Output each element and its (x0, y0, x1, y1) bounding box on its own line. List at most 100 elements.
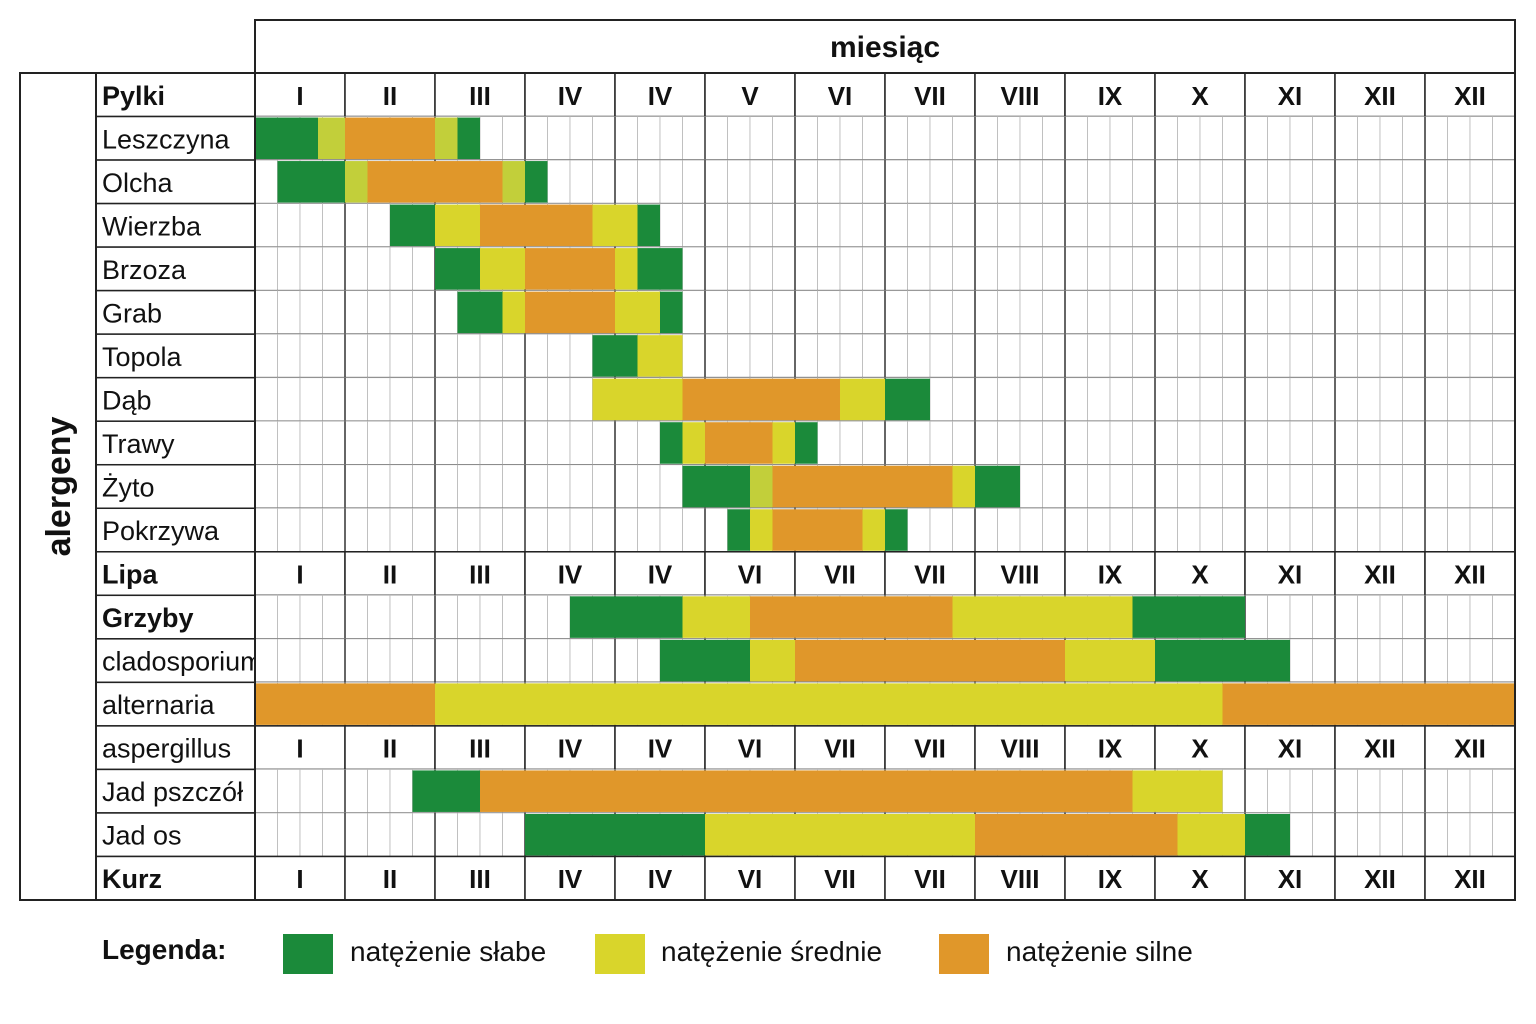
bar-wierzba-3 (592, 204, 638, 247)
grid-cell (1424, 812, 1448, 857)
row-label-13: cladosporium (102, 647, 263, 677)
grid-cell (524, 507, 548, 553)
grid-cell (299, 812, 323, 857)
grid-cell (1109, 116, 1133, 161)
grid-cell (277, 203, 301, 248)
grid-cell (344, 246, 368, 292)
bar-cladosporium-4 (1155, 639, 1290, 682)
grid-cell (929, 203, 953, 248)
grid-cell (322, 507, 346, 553)
grid-cell (412, 464, 436, 509)
month-header-cell (884, 72, 976, 118)
grid-cell (412, 594, 436, 640)
grid-cell (772, 159, 796, 204)
grid-cell (1132, 333, 1156, 379)
grid-cell (457, 812, 481, 857)
grid-cell (277, 638, 301, 683)
grid-cell (1087, 507, 1111, 553)
bar-pokrzywa-3 (862, 509, 885, 551)
grid-cell (1492, 246, 1516, 292)
grid-cell (1469, 290, 1493, 335)
bar-alternaria-1 (435, 683, 1223, 725)
grid-cell (412, 377, 436, 422)
grid-cell (254, 333, 278, 379)
grid-cell (547, 333, 571, 379)
bar-jad-os-3 (1177, 813, 1245, 856)
grid-cell (1424, 377, 1448, 422)
grid-cell (1199, 116, 1223, 161)
bar-cladosporium-0 (660, 639, 750, 682)
bar-trawy-0 (660, 422, 683, 464)
bar-jad-os-2 (975, 813, 1178, 856)
row-label-0: Pylki (102, 81, 165, 111)
grid-cell (1357, 812, 1381, 857)
grid-cell (1447, 246, 1471, 292)
grid-cell (1177, 464, 1201, 509)
grid-cell (997, 159, 1021, 204)
grid-cell (1469, 812, 1493, 857)
grid-cell (1042, 333, 1066, 379)
grid-cell (1357, 769, 1381, 814)
title-box (254, 19, 1516, 74)
month-header-cell (1424, 551, 1516, 597)
grid-cell (907, 246, 931, 292)
grid-cell (1312, 464, 1336, 509)
month-label: VII (824, 864, 856, 894)
month-label: XI (1278, 81, 1303, 111)
grid-cell (1042, 464, 1066, 509)
grid-cell (952, 159, 976, 204)
grid-cell (1402, 594, 1426, 640)
grid-cell (299, 769, 323, 814)
row-label-cell (95, 725, 256, 771)
grid-cell (772, 333, 796, 379)
grid-cell (389, 333, 413, 379)
grid-cell (1267, 464, 1291, 509)
grid-cell (1132, 116, 1156, 161)
grid-cell (1289, 377, 1313, 422)
month-label: XII (1364, 734, 1396, 764)
grid-cell (1199, 203, 1223, 248)
bar-jad-pszczół-0 (412, 770, 480, 812)
grid-cell (704, 290, 728, 335)
bar-żyto-0 (682, 465, 750, 508)
grid-cell (1424, 333, 1448, 379)
outer-frame (19, 72, 1516, 901)
grid-cell (322, 203, 346, 248)
bar-grab-2 (525, 291, 615, 334)
grid-cell (254, 464, 278, 509)
grid-cell (1199, 333, 1223, 379)
grid-cell (1244, 377, 1268, 422)
grid-cell (1334, 203, 1358, 248)
grid-cell (299, 638, 323, 683)
month-header-cell (1154, 551, 1246, 597)
grid-cell (1042, 507, 1066, 553)
month-label: VI (738, 560, 763, 590)
grid-cell (1177, 116, 1201, 161)
grid-cell (794, 116, 818, 161)
grid-cell (547, 638, 571, 683)
grid-cell (1267, 594, 1291, 640)
grid-cell (1402, 638, 1426, 683)
grid-cell (1424, 638, 1448, 683)
grid-cell (1132, 290, 1156, 335)
grid-cell (1042, 116, 1066, 161)
grid-cell (682, 246, 706, 292)
grid-cell (1177, 246, 1201, 292)
grid-cell (412, 638, 436, 683)
grid-cell (457, 464, 481, 509)
grid-cell (502, 116, 526, 161)
grid-cell (1424, 116, 1448, 161)
grid-cell (1402, 333, 1426, 379)
bar-wierzba-4 (637, 204, 660, 247)
grid-cell (1424, 290, 1448, 335)
grid-cell (997, 203, 1021, 248)
grid-cell (1267, 159, 1291, 204)
grid-cell (1267, 290, 1291, 335)
grid-cell (1222, 116, 1246, 161)
bar-pokrzywa-2 (772, 509, 863, 551)
row-label-5: Grab (102, 298, 162, 328)
grid-cell (637, 420, 661, 466)
grid-cell (254, 377, 278, 422)
bar-wierzba-0 (390, 204, 435, 247)
grid-cell (299, 507, 323, 553)
